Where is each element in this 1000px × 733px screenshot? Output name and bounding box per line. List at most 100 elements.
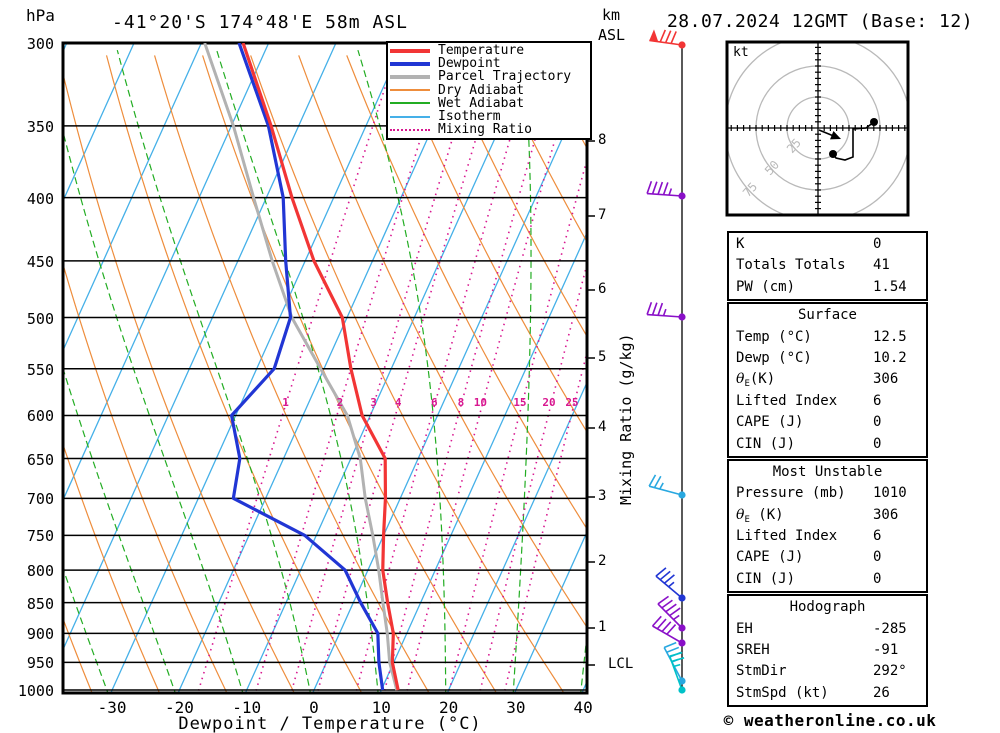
legend-item-label: Parcel Trajectory xyxy=(438,69,572,85)
panel-row: Temp (°C) 12.5 xyxy=(729,327,926,348)
hodograph-unit-label: kt xyxy=(733,45,749,60)
parcel-trajectory-curve xyxy=(203,43,399,691)
hodograph-level-dot xyxy=(870,118,878,126)
height-tick-label: 7 xyxy=(598,207,607,223)
mixing-ratio-label: 2 xyxy=(336,396,344,409)
row-label: CIN (J) xyxy=(736,570,796,587)
hodograph-ring-label: 25 xyxy=(784,136,804,156)
wind-barb-column xyxy=(646,29,686,694)
panel-row: Totals Totals 41 xyxy=(729,255,926,276)
panel-row: Lifted Index 6 xyxy=(729,526,926,547)
row-value: 0 xyxy=(873,435,882,452)
legend-item-label: Dry Adiabat xyxy=(438,82,525,98)
legend-line-sample xyxy=(390,61,430,66)
pressure-tick-label: 350 xyxy=(26,117,54,136)
row-label: Lifted Index xyxy=(736,528,838,545)
row-label: θE(K) xyxy=(736,371,776,390)
legend-item: Temperature xyxy=(390,44,590,57)
legend-line-sample xyxy=(390,74,430,79)
legend-item-label: Isotherm xyxy=(438,109,501,125)
mixing-ratio-label: 8 xyxy=(457,396,465,409)
row-value: 26 xyxy=(873,684,890,701)
row-value: 0 xyxy=(873,236,882,252)
indices-panel: K 0 Totals Totals 41 PW (cm) 1.54 xyxy=(727,231,928,302)
row-value: 6 xyxy=(873,392,882,409)
panel-row: θE(K) 306 xyxy=(729,369,926,390)
mixing-ratio-label: 3 xyxy=(370,396,377,409)
row-label: θE (K) xyxy=(736,506,784,525)
indices-panel: Most Unstable Pressure (mb) 1010 θE (K) 306 L… xyxy=(727,458,928,594)
height-tick-label: 1 xyxy=(598,619,607,635)
temperature-tick-label: 40 xyxy=(573,698,593,717)
legend-item: Mixing Ratio xyxy=(390,123,590,136)
pressure-tick-label: 600 xyxy=(26,407,54,426)
temperature-tick-label: -10 xyxy=(232,698,262,717)
row-label: CAPE (J) xyxy=(736,414,804,431)
panel-row: Lifted Index 6 xyxy=(729,391,926,412)
row-value: 6 xyxy=(873,528,882,545)
pressure-tick-label: 750 xyxy=(26,527,54,546)
legend-line-sample xyxy=(390,102,430,105)
row-label: Temp (°C) xyxy=(736,328,812,345)
asl-axis-unit: ASL xyxy=(598,26,626,44)
legend-item: Wet Adiabat xyxy=(390,97,590,110)
legend-line-sample xyxy=(390,48,430,53)
panel-row: Pressure (mb) 1010 xyxy=(729,483,926,504)
temperature-tick-label: 20 xyxy=(438,698,459,717)
legend-item: Parcel Trajectory xyxy=(390,70,590,83)
legend-line-sample xyxy=(390,128,430,131)
pressure-tick-label: 650 xyxy=(26,450,54,469)
row-label: PW (cm) xyxy=(736,278,796,295)
row-label: StmSpd (kt) xyxy=(736,684,829,701)
row-label: Totals Totals xyxy=(736,257,846,274)
height-tick-label: 2 xyxy=(598,553,607,569)
km-axis-unit: km xyxy=(602,6,621,24)
temperature-tick-label: -20 xyxy=(164,698,194,717)
run-date-title: 28.07.2024 12GMT (Base: 12) xyxy=(666,11,974,32)
panel-row: EH -285 xyxy=(729,619,926,640)
panel-title: Most Unstable xyxy=(772,463,883,480)
row-value: 0 xyxy=(873,570,882,587)
temperature-tick-label: 30 xyxy=(506,698,526,717)
legend-line-sample xyxy=(390,115,430,118)
indices-panel: Hodograph EH -285 SREH -91 StmDir 292° StmSpd (… xyxy=(727,594,928,708)
panel-row: CAPE (J) 0 xyxy=(729,547,926,568)
panel-row: θE (K) 306 xyxy=(729,505,926,526)
pressure-tick-label: 400 xyxy=(26,189,54,208)
row-value: -91 xyxy=(873,642,899,659)
panel-row: StmDir 292° xyxy=(729,661,926,682)
row-label: K xyxy=(736,236,745,252)
hodograph-level-dot xyxy=(829,150,837,158)
pressure-tick-label: 300 xyxy=(26,35,54,53)
mixing-ratio-label: 1 xyxy=(282,396,289,409)
panel-row: Dewp (°C) 10.2 xyxy=(729,348,926,369)
panel-title: Hodograph xyxy=(789,599,866,616)
wind-barb xyxy=(655,567,686,602)
row-label: CAPE (J) xyxy=(736,549,804,566)
row-label: Dewp (°C) xyxy=(736,349,812,366)
wind-barb xyxy=(657,595,686,632)
row-value: 1.54 xyxy=(873,278,907,295)
row-label: Pressure (mb) xyxy=(736,485,846,502)
wind-barb xyxy=(646,181,686,200)
height-tick-label: 6 xyxy=(598,281,607,297)
mixing-ratio-label: 20 xyxy=(542,396,556,409)
wind-barb xyxy=(668,651,686,694)
temperature-curve xyxy=(241,43,400,691)
row-value: 306 xyxy=(873,371,899,388)
pressure-tick-label: 500 xyxy=(26,309,54,328)
row-label: EH xyxy=(736,620,753,637)
height-tick-label: 5 xyxy=(598,349,607,365)
legend-item: Dewpoint xyxy=(390,57,590,70)
legend: Temperature Dewpoint Parcel Trajectory Dry … xyxy=(386,41,592,141)
legend-item-label: Dewpoint xyxy=(438,56,501,72)
mixing-ratio-label: 4 xyxy=(394,396,402,409)
pressure-tick-label: 850 xyxy=(26,594,54,613)
pressure-tick-label: 700 xyxy=(26,490,54,509)
panel-row: StmSpd (kt) 26 xyxy=(729,683,926,704)
legend-line-sample xyxy=(390,89,430,92)
panel-row: SREH -91 xyxy=(729,640,926,661)
panel-row: CIN (J) 0 xyxy=(729,569,926,590)
